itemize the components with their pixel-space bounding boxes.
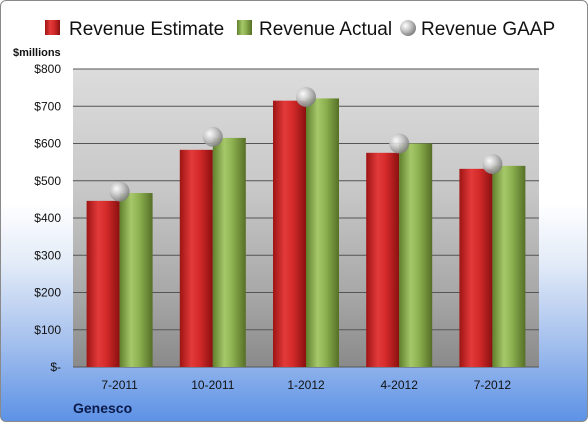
legend-swatch-revenue-estimate (45, 20, 60, 35)
bar-revenue-estimate (179, 149, 213, 367)
x-tick-label: 10-2011 (191, 378, 234, 392)
marker-revenue-gaap (482, 153, 503, 174)
x-tick-label: 7-2011 (101, 378, 138, 392)
legend-marker-revenue-gaap (400, 20, 416, 36)
y-tick-label: $100 (34, 323, 61, 337)
y-tick-label: $300 (34, 248, 61, 262)
bar-revenue-estimate (273, 100, 306, 367)
bar-revenue-estimate (459, 168, 493, 367)
legend: Revenue Estimate Revenue Actual Revenue … (45, 19, 555, 40)
bar-revenue-actual (492, 165, 526, 367)
bar-revenue-actual (399, 143, 433, 367)
y-tick-label: $400 (34, 211, 61, 225)
y-tick-label: $500 (34, 174, 61, 188)
legend-label-revenue-gaap: Revenue GAAP (421, 19, 555, 40)
bar-revenue-estimate (86, 200, 120, 367)
marker-revenue-gaap (389, 133, 410, 154)
y-tick-label: $200 (34, 286, 61, 300)
y-tick-label: $- (50, 360, 61, 374)
marker-revenue-gaap (202, 126, 223, 147)
bars (86, 98, 526, 368)
legend-label-revenue-actual: Revenue Actual (259, 19, 392, 40)
y-axis-unit-label: $millions (13, 47, 61, 59)
y-tick-label: $700 (34, 99, 61, 113)
bar-revenue-actual (212, 137, 246, 367)
y-axis: $- $100 $200 $300 $400 $500 $600 $700 $800 (34, 62, 61, 374)
company-name: Genesco (73, 400, 132, 416)
x-axis: 7-2011 10-2011 1-2012 4-2012 7-2012 (101, 378, 511, 392)
legend-label-revenue-estimate: Revenue Estimate (69, 19, 224, 40)
marker-revenue-gaap (296, 86, 316, 107)
x-tick-label: 4-2012 (381, 378, 419, 392)
bar-revenue-actual (306, 98, 339, 368)
y-tick-label: $600 (34, 137, 61, 151)
bar-revenue-estimate (366, 152, 400, 367)
x-tick-label: 1-2012 (287, 378, 325, 392)
legend-swatch-revenue-actual (237, 20, 252, 35)
y-tick-label: $800 (34, 62, 61, 76)
x-tick-label: 7-2012 (474, 378, 512, 392)
marker-revenue-gaap (109, 181, 130, 202)
bar-revenue-actual (119, 193, 153, 367)
gaap-markers (109, 86, 503, 202)
